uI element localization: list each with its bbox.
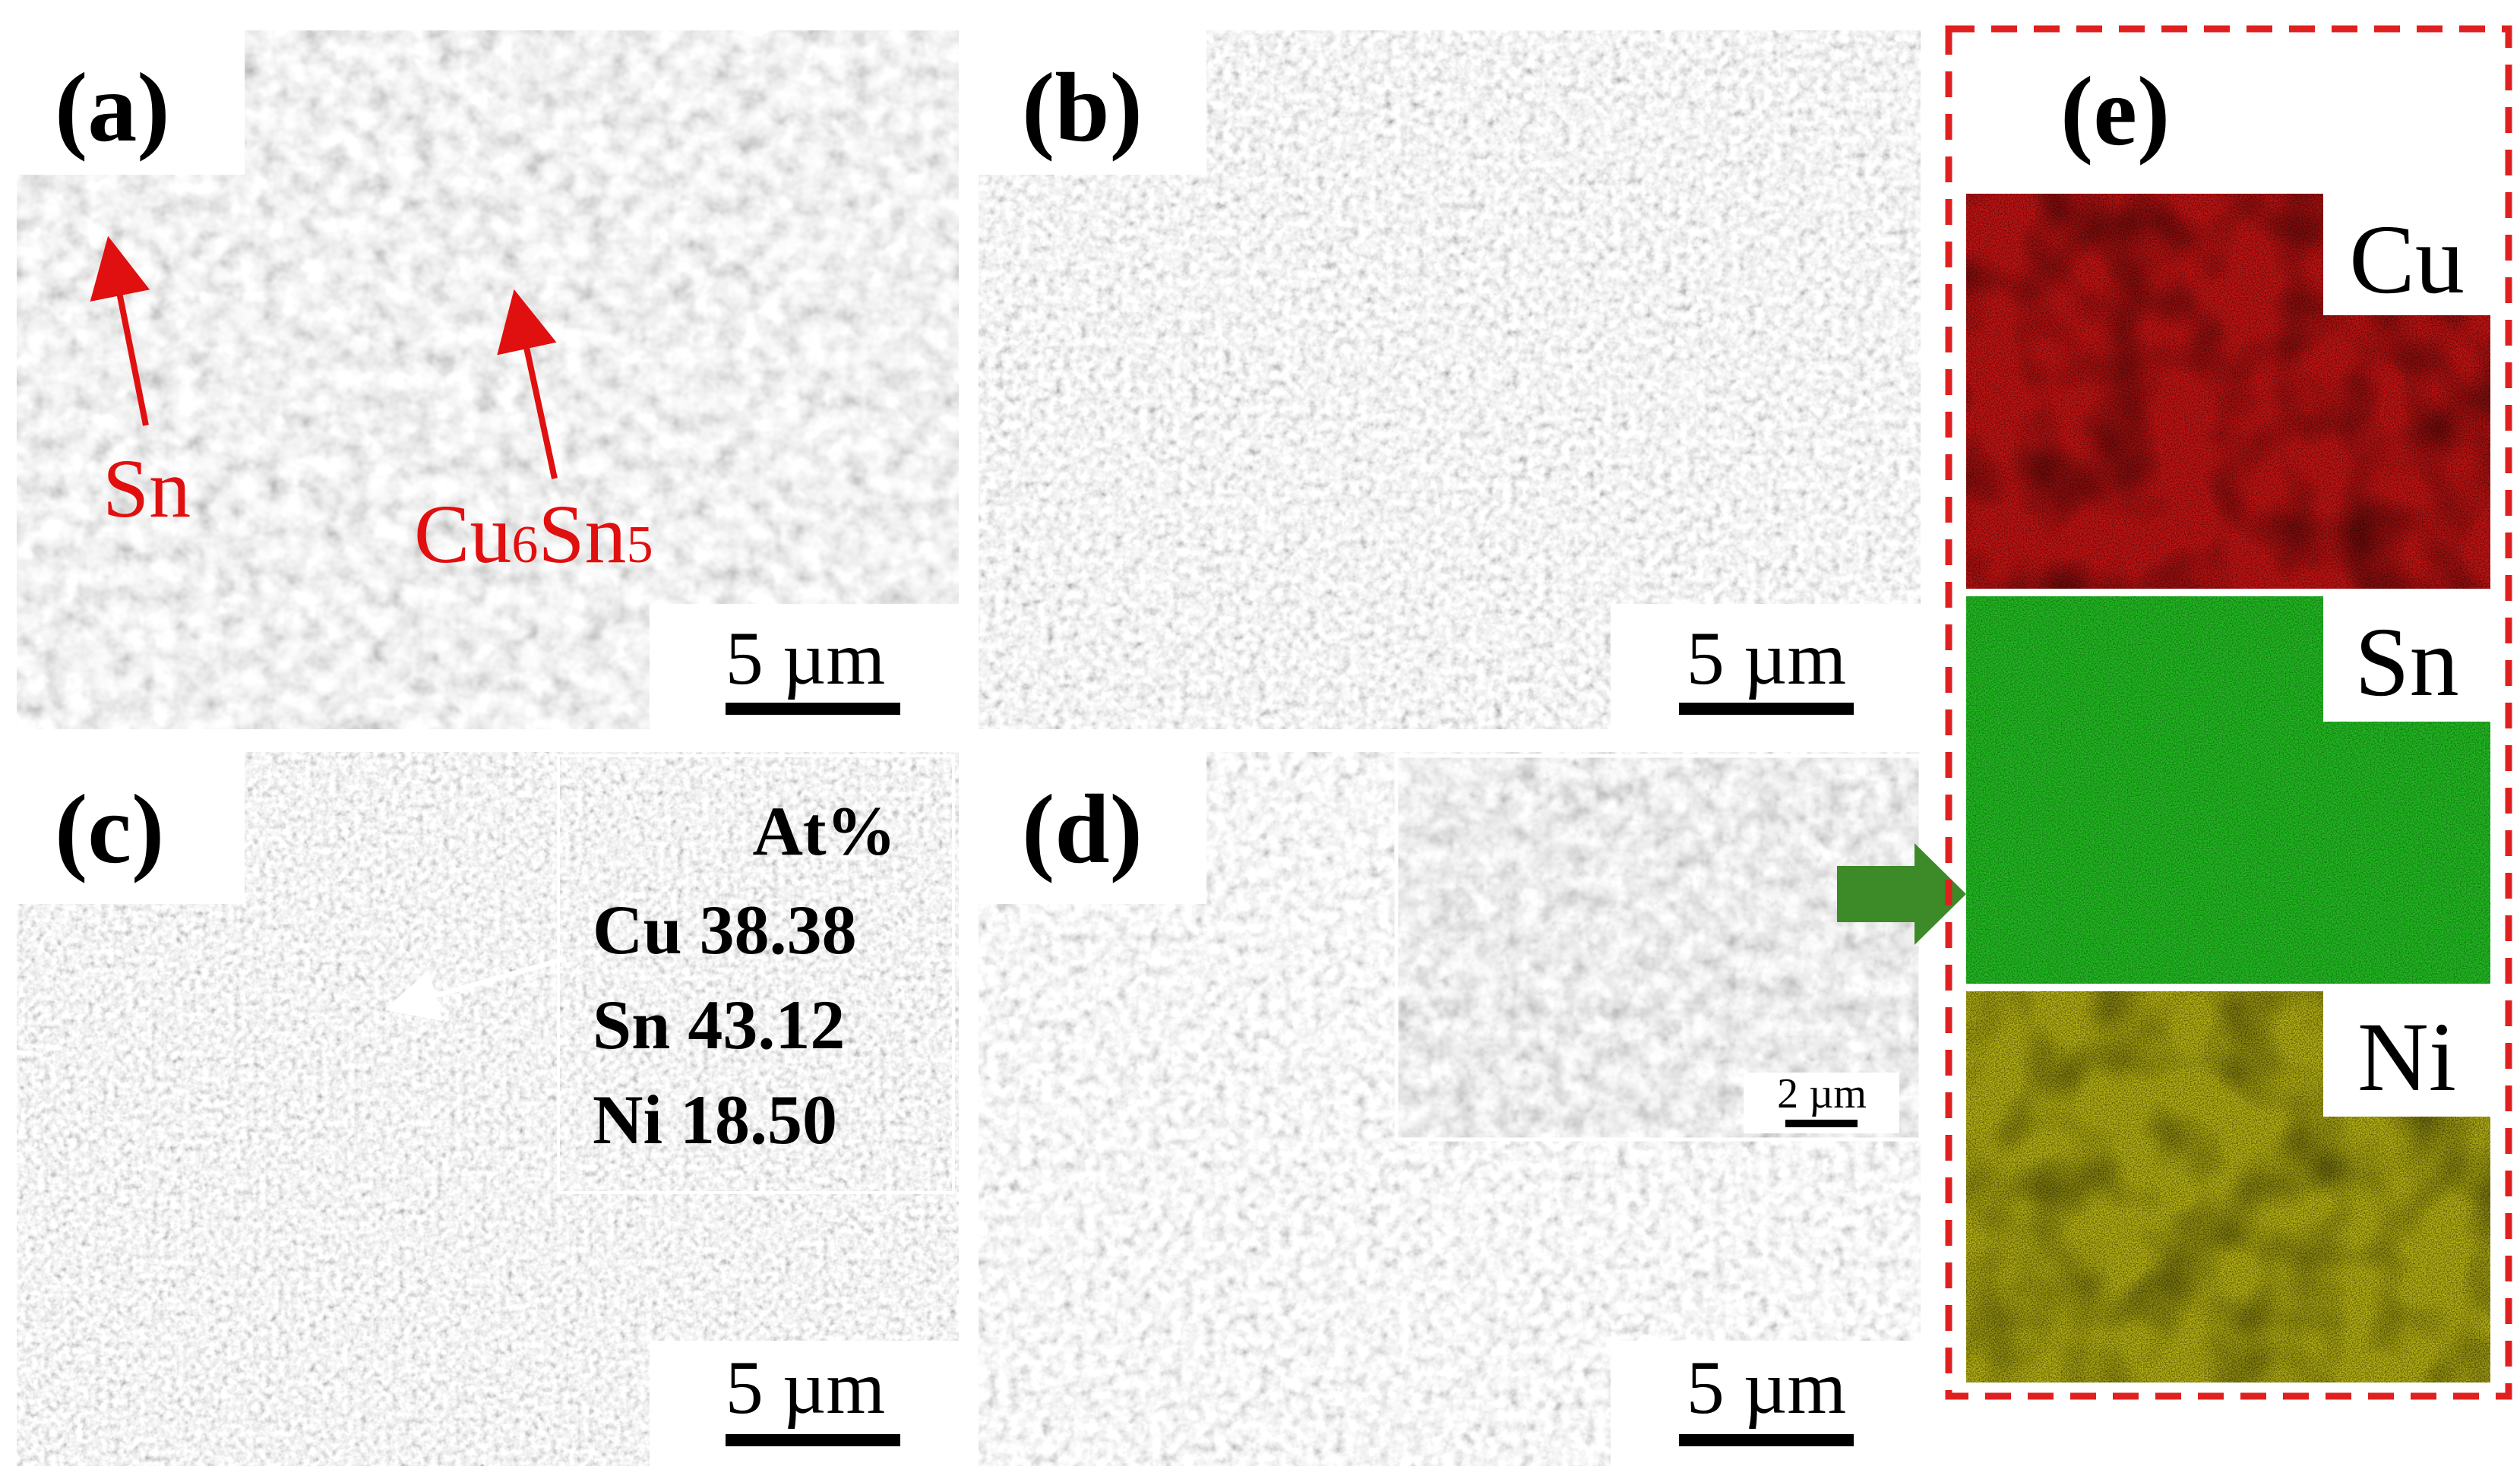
composition-header: At% bbox=[752, 792, 896, 870]
panel-d-inset-border bbox=[1394, 754, 1923, 1142]
eds-map-cu-label: Cu bbox=[2349, 205, 2465, 314]
panel-c-label-box bbox=[17, 752, 245, 904]
panel-c-white-arrow bbox=[384, 956, 567, 1022]
panel-c-inset bbox=[557, 754, 955, 1194]
eds-map-ni: Ni bbox=[1966, 991, 2490, 1382]
eds-map-sn-label-box bbox=[2323, 596, 2490, 722]
panel-c-scale-bar bbox=[726, 1434, 900, 1446]
eds-map-cu-label-box bbox=[2323, 194, 2490, 315]
eds-map-sn-label: Sn bbox=[2354, 608, 2458, 717]
panel-d-inset-scale-bar bbox=[1785, 1120, 1858, 1127]
panel-a-scale-bar bbox=[726, 703, 900, 715]
composition-row-sn: Sn 43.12 bbox=[593, 986, 845, 1063]
panel-a: (a) Sn Cu6Sn5 5 µm bbox=[17, 30, 959, 729]
panel-c: (c) At% Cu 38.38 Sn 43.12 Ni 18.50 5 µm bbox=[17, 752, 959, 1466]
eds-map-sn: Sn bbox=[1966, 596, 2490, 984]
composition-row-cu: Cu 38.38 bbox=[593, 891, 857, 969]
panel-b-label-box bbox=[979, 30, 1206, 175]
panel-d-inset-scale-label: 2 µm bbox=[1777, 1070, 1867, 1117]
panel-b-scale-bar bbox=[1679, 703, 1854, 715]
eds-map-cu: Cu bbox=[1966, 194, 2490, 589]
cu6sn5-arrow bbox=[497, 289, 558, 479]
panel-d-scale-bar bbox=[1679, 1434, 1854, 1446]
panel-b-label: (b) bbox=[1022, 53, 1143, 163]
panel-e: (e) Cu Sn Ni bbox=[1945, 25, 2512, 1400]
panel-d-label-box bbox=[979, 752, 1206, 904]
panel-a-label-box bbox=[17, 30, 245, 175]
panel-d-scale-label: 5 µm bbox=[1687, 1345, 1846, 1430]
green-arrow bbox=[1837, 843, 1966, 945]
panel-a-scale-label: 5 µm bbox=[726, 616, 885, 700]
sn-label: Sn bbox=[103, 442, 191, 535]
eds-map-ni-label-box bbox=[2323, 991, 2490, 1117]
composition-row-ni: Ni 18.50 bbox=[593, 1081, 837, 1158]
panel-c-label: (c) bbox=[55, 775, 164, 884]
panel-b: (b) 5 µm bbox=[979, 30, 1921, 729]
composition-table: At% Cu 38.38 Sn 43.12 Ni 18.50 bbox=[593, 792, 896, 1158]
panel-c-scale-label: 5 µm bbox=[726, 1345, 885, 1430]
panel-d-label: (d) bbox=[1022, 775, 1143, 884]
sn-arrow bbox=[90, 235, 150, 426]
panel-e-label: (e) bbox=[2060, 57, 2170, 166]
panel-b-scale-label: 5 µm bbox=[1687, 616, 1846, 700]
panel-a-label: (a) bbox=[55, 53, 170, 163]
panel-e-dashed-border bbox=[1945, 25, 2512, 1400]
cu6sn5-label: Cu6Sn5 bbox=[414, 488, 653, 580]
panel-d: (d) 2 µm 5 µm bbox=[979, 752, 1923, 1466]
eds-map-ni-label: Ni bbox=[2357, 1003, 2456, 1112]
